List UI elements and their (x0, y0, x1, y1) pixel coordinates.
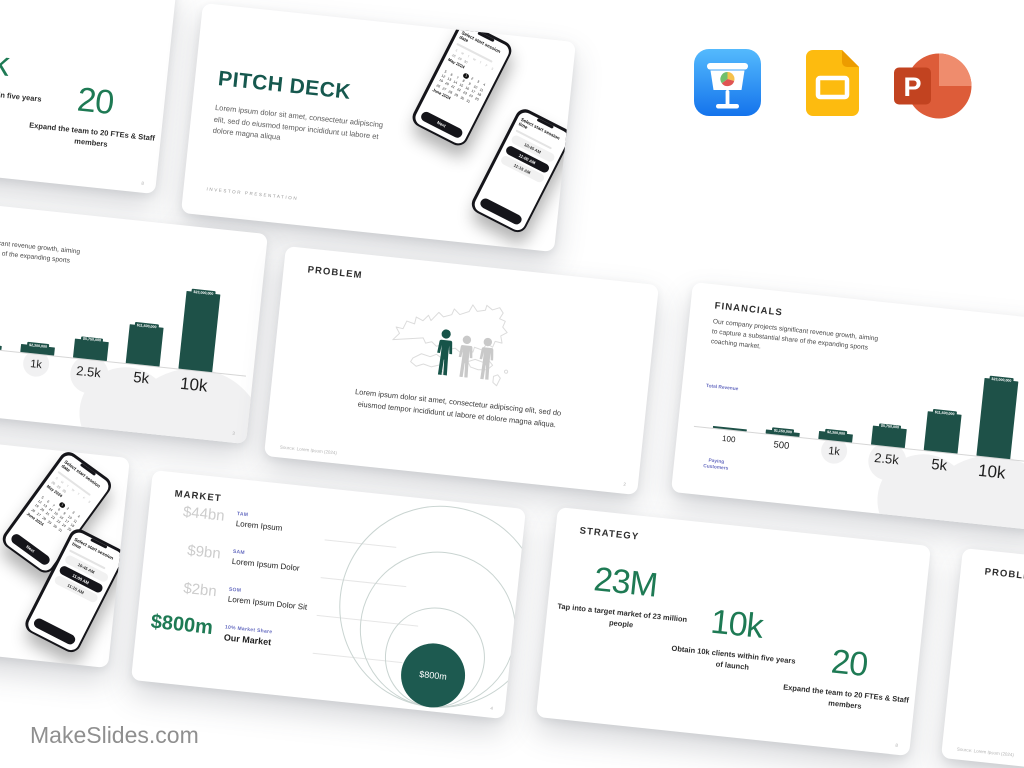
market-tag: SAM (232, 548, 246, 557)
next-button[interactable]: Next (9, 531, 52, 567)
strategy-stat-value: 20 (829, 642, 870, 685)
bar-category-label: 1k (29, 358, 43, 372)
slide-title: PROBLEM (307, 264, 364, 282)
revenue-bar-chart: 100$1,150,000500$2,300,0001k$5,750,0002.… (0, 195, 268, 445)
slide-problem: PROBLEM Lorem ipsum dolor sit amet, cons… (263, 246, 659, 496)
bar-category-label: 2.5k (75, 362, 102, 381)
people-pictograms (433, 328, 495, 380)
market-label: Lorem Ipsum Dolor Sit (227, 594, 308, 612)
bar-category-label: 100 (721, 433, 736, 445)
market-content: $44bn TAM Lorem Ipsum $9bn SAM Lorem Ipsum Do… (131, 470, 526, 719)
slide-pitch-deck-cover: PITCH DECK Lorem ipsum dolor sit amet, c… (180, 3, 576, 253)
person-icon (437, 329, 453, 376)
slide-market: MARKET $44bn TAM Lorem Ipsum $9bn SAM Lorem I… (130, 470, 526, 720)
bar-category-label: 1k (827, 445, 841, 459)
slide-title: PROBLEM (984, 566, 1024, 584)
strategy-stat-value: 20 (75, 80, 116, 123)
bar-category-label: 500 (772, 439, 790, 452)
slide-financials-partial: FINANCIALS Our company projects signific… (0, 195, 268, 445)
page-number: 8 (141, 180, 145, 186)
phone-mockup-time: Select start session time 10:45 AM 11:00 A… (468, 105, 575, 236)
chart-bar (178, 291, 221, 373)
series-label: Total Revenue (705, 383, 739, 393)
slide-cover-partial: PITCH DECK Lorem ipsum dolor sit amet, c… (0, 419, 130, 669)
problem-body-text: Lorem ipsum dolor sit amet, consectetur … (1016, 687, 1024, 735)
chart-bar (923, 411, 962, 454)
cover-footer: INVESTOR PRESENTATION (206, 186, 299, 202)
bar-category-label: 10k (977, 460, 1007, 483)
svg-text:P: P (903, 72, 921, 102)
page-number: 8 (895, 742, 899, 748)
confirm-button (478, 196, 523, 226)
market-value: $44bn (182, 503, 226, 525)
cover-body-text: Lorem ipsum dolor sit amet, consectetur … (212, 102, 384, 143)
next-button[interactable]: Next (419, 109, 464, 139)
cover-title: PITCH DECK (216, 67, 353, 104)
x-axis-label: Paying Customers (702, 458, 729, 472)
phone-screen-time: Select start session time 10:45 AM 11:00 A… (471, 109, 571, 233)
market-value: $9bn (186, 542, 222, 563)
page-number: 4 (490, 705, 494, 711)
slide-strategy: STRATEGY 23M Tap into a target market of … (535, 507, 931, 757)
source-note: Source: Lorem Ipsum (2024) (279, 444, 338, 456)
slide-financials: FINANCIALS Our company projects signific… (670, 282, 1024, 532)
page-number: 2 (623, 481, 627, 487)
keynote-icon (694, 49, 761, 121)
market-label: Lorem Ipsum Dolor (231, 556, 301, 573)
source-note: Source: Lorem Ipsum (2024) (956, 746, 1015, 758)
person-icon (479, 337, 493, 380)
market-value: $2bn (182, 579, 218, 601)
brand-logo[interactable]: MakeSlides.com (30, 722, 199, 748)
bar-category-label: 10k (179, 373, 209, 396)
bar-category-label: 5k (930, 455, 948, 475)
market-value: $800m (149, 610, 214, 640)
page-number: 3 (232, 430, 236, 436)
bar-category-label: 5k (132, 368, 150, 388)
chart-bar (0, 342, 2, 350)
phone-screen-calendar: Select start session date S M T W T F S 28 29 30 Ma… (412, 22, 512, 146)
market-label: Lorem Ipsum (235, 518, 283, 533)
slide-problem-partial: PROBLEM Lorem ipsum dolor sit amet, cons… (940, 548, 1024, 768)
chart-bar (976, 378, 1019, 460)
market-tag: SOM (228, 586, 242, 594)
powerpoint-icon: P (894, 52, 972, 125)
phone-mockup-date: Select start session date S M T W T F S 28 29 30 Ma… (409, 19, 515, 149)
bar-category-label: 2.5k (873, 449, 900, 468)
google-slides-icon (806, 50, 859, 121)
confirm-button (32, 616, 77, 646)
market-tag: TAM (236, 511, 249, 519)
chart-bar (125, 324, 164, 367)
person-icon (458, 335, 473, 378)
